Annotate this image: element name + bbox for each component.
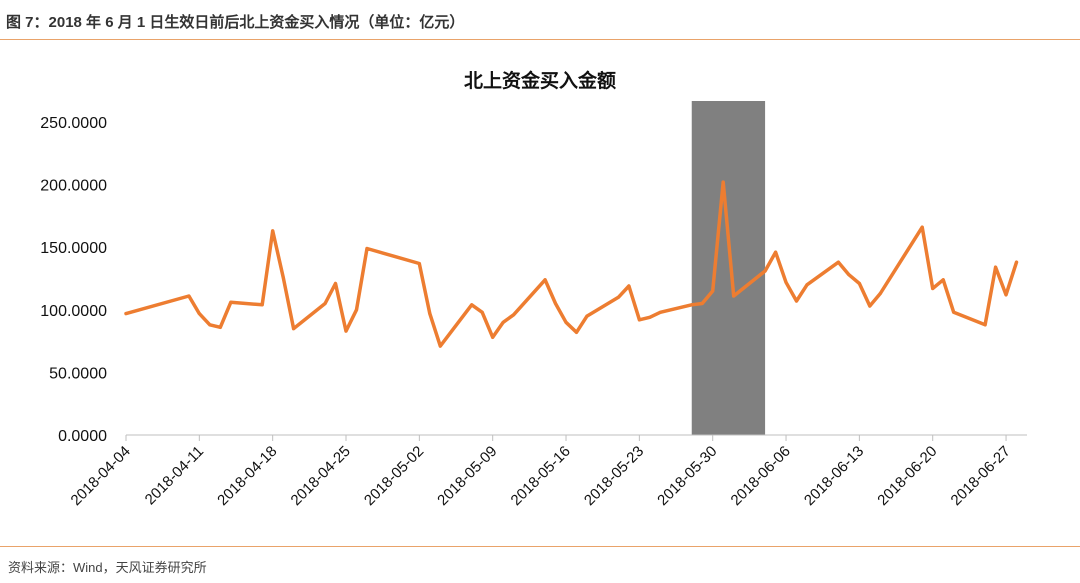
y-tick-label: 250.0000 (40, 115, 107, 132)
data-point (711, 289, 715, 293)
data-point (292, 327, 296, 331)
y-tick-label: 50.0000 (49, 365, 107, 382)
data-point (805, 283, 809, 287)
data-point (732, 294, 736, 298)
data-point (229, 300, 233, 304)
data-point (491, 335, 495, 339)
data-point (271, 229, 275, 233)
x-tick-label: 2018-04-25 (288, 443, 354, 509)
x-tick-label: 2018-06-06 (728, 443, 794, 509)
data-point (197, 312, 201, 316)
figure-footer: 资料来源：Wind，天风证券研究所 (0, 546, 1080, 583)
data-point (187, 294, 191, 298)
data-point (480, 310, 484, 314)
x-tick-label: 2018-05-09 (434, 443, 500, 509)
data-point (983, 323, 987, 327)
figure-source: 资料来源：Wind，天风证券研究所 (8, 560, 207, 575)
data-point (784, 280, 788, 284)
x-tick-label: 2018-05-30 (654, 443, 720, 509)
data-point (627, 284, 631, 288)
data-point (344, 329, 348, 333)
figure-header: 图 7：2018 年 6 月 1 日生效日前后北上资金买入情况（单位：亿元） (0, 0, 1080, 40)
data-point (637, 318, 641, 322)
data-point (994, 265, 998, 269)
data-point (218, 325, 222, 329)
data-point (648, 315, 652, 319)
y-tick-label: 150.0000 (40, 240, 107, 257)
data-point (878, 292, 882, 296)
chart-title: 北上资金买入金额 (464, 69, 616, 92)
data-point (554, 302, 558, 306)
data-point (208, 323, 212, 327)
data-point (564, 320, 568, 324)
data-point (868, 304, 872, 308)
data-point (501, 320, 505, 324)
x-tick-label: 2018-04-11 (142, 443, 207, 508)
data-point (941, 278, 945, 282)
data-point (931, 287, 935, 291)
data-point (952, 310, 956, 314)
x-tick-label: 2018-05-16 (508, 443, 574, 509)
data-point (575, 330, 578, 334)
y-tick-label: 100.0000 (40, 303, 107, 320)
highlight-band (691, 101, 766, 435)
x-tick-label: 2018-06-20 (874, 443, 940, 509)
data-point (585, 314, 589, 318)
data-point (417, 261, 421, 265)
data-point (836, 260, 840, 264)
data-point (323, 302, 327, 306)
x-tick-label: 2018-04-04 (68, 443, 134, 509)
data-point (281, 275, 285, 279)
x-tick-label: 2018-06-13 (801, 443, 867, 509)
data-point (700, 302, 704, 306)
data-point (260, 303, 264, 307)
data-point (428, 312, 432, 316)
x-tick-label: 2018-04-18 (214, 443, 280, 509)
series-line (124, 180, 1019, 348)
data-point (658, 310, 662, 314)
data-point (365, 246, 369, 250)
data-point (354, 308, 358, 312)
data-point (543, 278, 547, 282)
chart-area: 北上资金买入金额 0.0000 50.0000 100.0000 150.0000 20… (0, 40, 1080, 546)
y-tick-label: 0.0000 (58, 428, 107, 445)
data-point (124, 312, 128, 316)
data-point (1004, 293, 1008, 297)
data-point (1015, 260, 1019, 264)
data-point (470, 303, 474, 307)
data-point (438, 344, 442, 348)
figure-title: 图 7：2018 年 6 月 1 日生效日前后北上资金买入情况（单位：亿元） (6, 14, 465, 31)
x-tick-label: 2018-05-23 (581, 443, 647, 509)
data-point (920, 225, 924, 229)
data-point (334, 282, 338, 286)
x-tick-label: 2018-05-02 (361, 443, 427, 509)
data-point (721, 180, 725, 184)
data-point (857, 282, 861, 286)
data-point (616, 295, 620, 299)
y-tick-label: 200.0000 (40, 178, 107, 195)
data-point (512, 313, 516, 317)
x-tick-label: 2018-06-27 (948, 443, 1014, 509)
data-point (774, 250, 778, 254)
data-point (795, 299, 799, 303)
data-point (690, 303, 694, 307)
data-point (763, 269, 767, 273)
data-point (847, 273, 851, 277)
line-chart: 北上资金买入金额 0.0000 50.0000 100.0000 150.0000 20… (40, 69, 1027, 509)
